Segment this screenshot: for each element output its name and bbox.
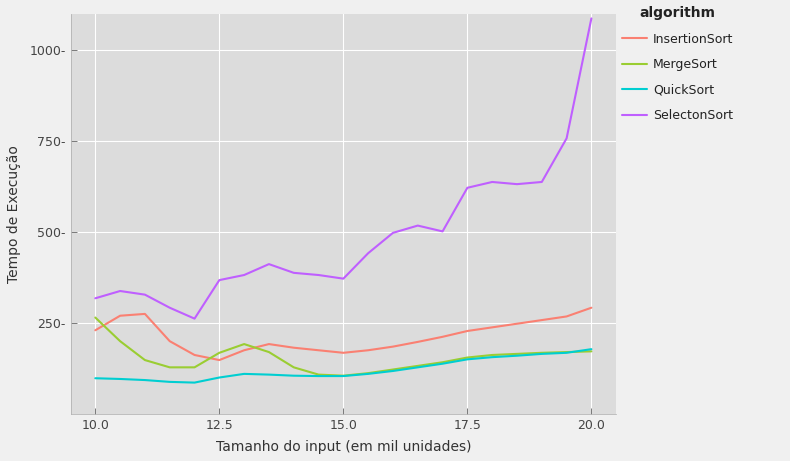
InsertionSort bbox=[562, 313, 571, 319]
MergeSort bbox=[91, 315, 100, 320]
Line: SelectonSort: SelectonSort bbox=[96, 18, 592, 319]
QuickSort bbox=[314, 373, 323, 379]
MergeSort bbox=[215, 350, 224, 355]
QuickSort bbox=[215, 375, 224, 380]
InsertionSort bbox=[165, 338, 175, 344]
QuickSort bbox=[537, 351, 547, 357]
InsertionSort bbox=[537, 317, 547, 323]
MergeSort bbox=[339, 373, 348, 378]
X-axis label: Tamanho do input (em mil unidades): Tamanho do input (em mil unidades) bbox=[216, 440, 471, 454]
MergeSort bbox=[438, 360, 447, 365]
MergeSort bbox=[314, 372, 323, 378]
SelectonSort bbox=[363, 250, 373, 256]
QuickSort bbox=[587, 346, 596, 352]
MergeSort bbox=[115, 338, 125, 344]
InsertionSort bbox=[438, 334, 447, 340]
InsertionSort bbox=[190, 352, 199, 358]
QuickSort bbox=[289, 373, 299, 378]
MergeSort bbox=[562, 349, 571, 355]
MergeSort bbox=[239, 341, 249, 347]
InsertionSort bbox=[239, 348, 249, 353]
MergeSort bbox=[487, 352, 497, 358]
QuickSort bbox=[512, 353, 521, 359]
MergeSort bbox=[537, 350, 547, 355]
Line: MergeSort: MergeSort bbox=[96, 318, 592, 376]
SelectonSort bbox=[562, 136, 571, 141]
Legend: InsertionSort, MergeSort, QuickSort, SelectonSort: InsertionSort, MergeSort, QuickSort, Sel… bbox=[622, 6, 733, 122]
SelectonSort bbox=[239, 272, 249, 278]
MergeSort bbox=[413, 363, 423, 369]
QuickSort bbox=[438, 361, 447, 366]
InsertionSort bbox=[388, 344, 397, 349]
SelectonSort bbox=[487, 179, 497, 185]
QuickSort bbox=[264, 372, 273, 378]
InsertionSort bbox=[363, 348, 373, 353]
SelectonSort bbox=[264, 261, 273, 267]
QuickSort bbox=[190, 380, 199, 385]
SelectonSort bbox=[190, 316, 199, 321]
QuickSort bbox=[239, 371, 249, 377]
InsertionSort bbox=[512, 321, 521, 326]
InsertionSort bbox=[587, 305, 596, 311]
MergeSort bbox=[512, 351, 521, 357]
SelectonSort bbox=[438, 229, 447, 234]
SelectonSort bbox=[289, 270, 299, 276]
SelectonSort bbox=[413, 223, 423, 228]
QuickSort bbox=[413, 365, 423, 370]
Line: QuickSort: QuickSort bbox=[96, 349, 592, 383]
MergeSort bbox=[587, 349, 596, 354]
SelectonSort bbox=[140, 292, 149, 297]
SelectonSort bbox=[463, 185, 472, 190]
InsertionSort bbox=[339, 350, 348, 355]
InsertionSort bbox=[463, 328, 472, 334]
SelectonSort bbox=[115, 288, 125, 294]
QuickSort bbox=[363, 371, 373, 377]
SelectonSort bbox=[512, 181, 521, 187]
InsertionSort bbox=[140, 311, 149, 317]
SelectonSort bbox=[215, 278, 224, 283]
SelectonSort bbox=[314, 272, 323, 278]
MergeSort bbox=[463, 355, 472, 361]
InsertionSort bbox=[264, 341, 273, 347]
QuickSort bbox=[140, 377, 149, 383]
MergeSort bbox=[388, 367, 397, 372]
Line: InsertionSort: InsertionSort bbox=[96, 308, 592, 360]
SelectonSort bbox=[165, 305, 175, 311]
QuickSort bbox=[91, 375, 100, 381]
InsertionSort bbox=[289, 345, 299, 350]
MergeSort bbox=[190, 365, 199, 370]
SelectonSort bbox=[91, 296, 100, 301]
MergeSort bbox=[363, 370, 373, 376]
InsertionSort bbox=[91, 327, 100, 333]
QuickSort bbox=[562, 350, 571, 355]
QuickSort bbox=[388, 368, 397, 374]
QuickSort bbox=[463, 356, 472, 362]
SelectonSort bbox=[339, 276, 348, 281]
InsertionSort bbox=[314, 348, 323, 353]
InsertionSort bbox=[487, 325, 497, 330]
InsertionSort bbox=[413, 339, 423, 345]
InsertionSort bbox=[115, 313, 125, 319]
QuickSort bbox=[339, 373, 348, 379]
MergeSort bbox=[264, 349, 273, 355]
SelectonSort bbox=[388, 230, 397, 236]
SelectonSort bbox=[587, 16, 596, 21]
QuickSort bbox=[115, 376, 125, 382]
MergeSort bbox=[289, 365, 299, 370]
MergeSort bbox=[140, 357, 149, 363]
QuickSort bbox=[165, 379, 175, 384]
InsertionSort bbox=[215, 357, 224, 363]
QuickSort bbox=[487, 355, 497, 360]
Y-axis label: Tempo de Execução: Tempo de Execução bbox=[7, 145, 21, 283]
MergeSort bbox=[165, 365, 175, 370]
SelectonSort bbox=[537, 179, 547, 185]
